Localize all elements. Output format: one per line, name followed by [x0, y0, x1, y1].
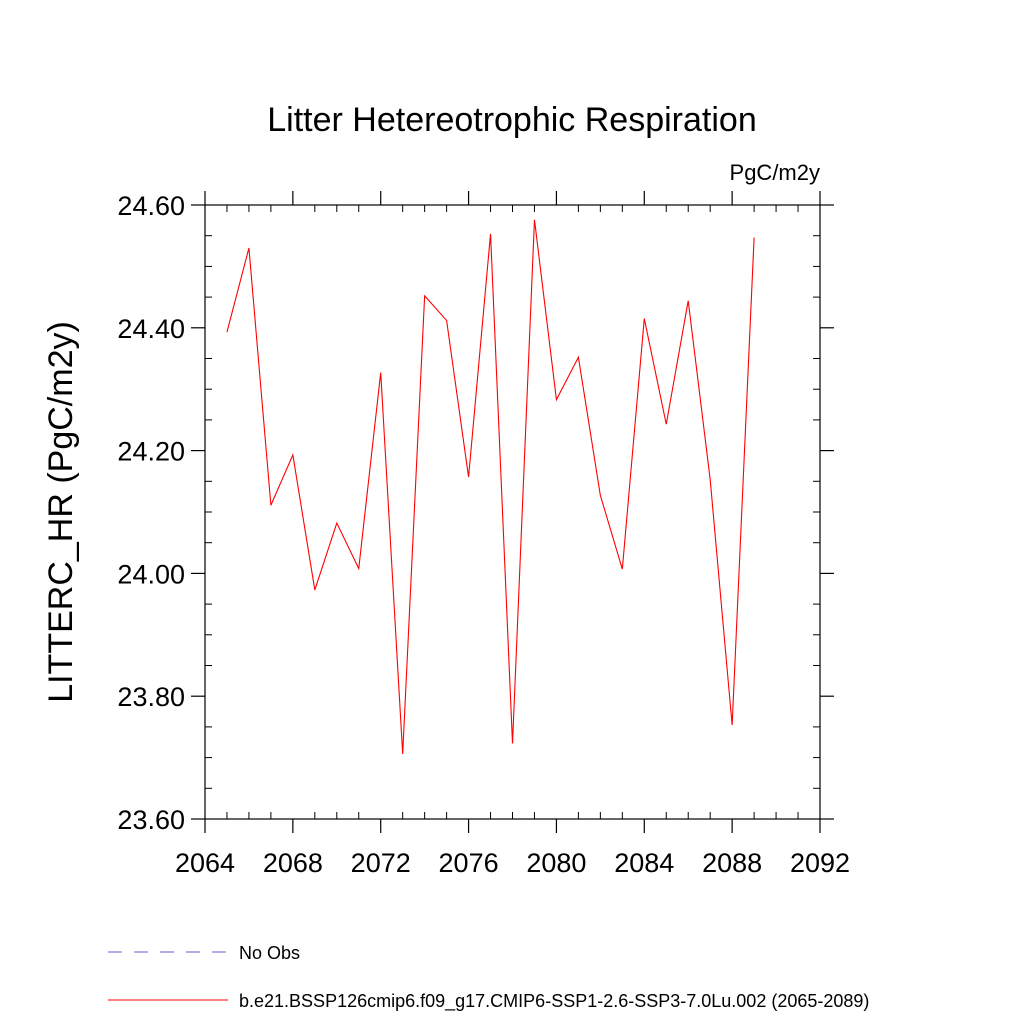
- axis-ticks: [191, 191, 834, 833]
- y-tick-label: 24.00: [117, 559, 185, 589]
- y-axis-label: LITTERC_HR (PgC/m2y): [42, 321, 80, 703]
- x-tick-label: 2084: [614, 848, 674, 878]
- x-tick-label: 2072: [351, 848, 411, 878]
- x-tick-label: 2068: [263, 848, 323, 878]
- chart-title: Litter Hetereotrophic Respiration: [267, 101, 756, 139]
- y-tick-label: 24.60: [117, 191, 185, 221]
- x-tick-label: 2080: [526, 848, 586, 878]
- x-tick-label: 2088: [702, 848, 762, 878]
- legend-label: b.e21.BSSP126cmip6.f09_g17.CMIP6-SSP1-2.…: [239, 991, 869, 1012]
- series-line: [226, 219, 755, 754]
- x-tick-label: 2092: [790, 848, 850, 878]
- y-tick-label: 23.60: [117, 805, 185, 835]
- y-tick-label: 24.40: [117, 314, 185, 344]
- axis-tick-labels: 2064 2068 2072 2076 2080 2084 2088 2092 23.60 23.…: [117, 191, 850, 878]
- y-tick-label: 24.20: [117, 437, 185, 467]
- x-tick-label: 2076: [439, 848, 499, 878]
- x-tick-label: 2064: [175, 848, 235, 878]
- series-layer: [226, 219, 755, 754]
- y-tick-label: 23.80: [117, 682, 185, 712]
- units-label: PgC/m2y: [730, 160, 820, 185]
- plot-frame: [204, 204, 821, 820]
- legend: No Obs b.e21.BSSP126cmip6.f09_g17.CMIP6-S…: [108, 943, 869, 1012]
- legend-label: No Obs: [239, 943, 300, 963]
